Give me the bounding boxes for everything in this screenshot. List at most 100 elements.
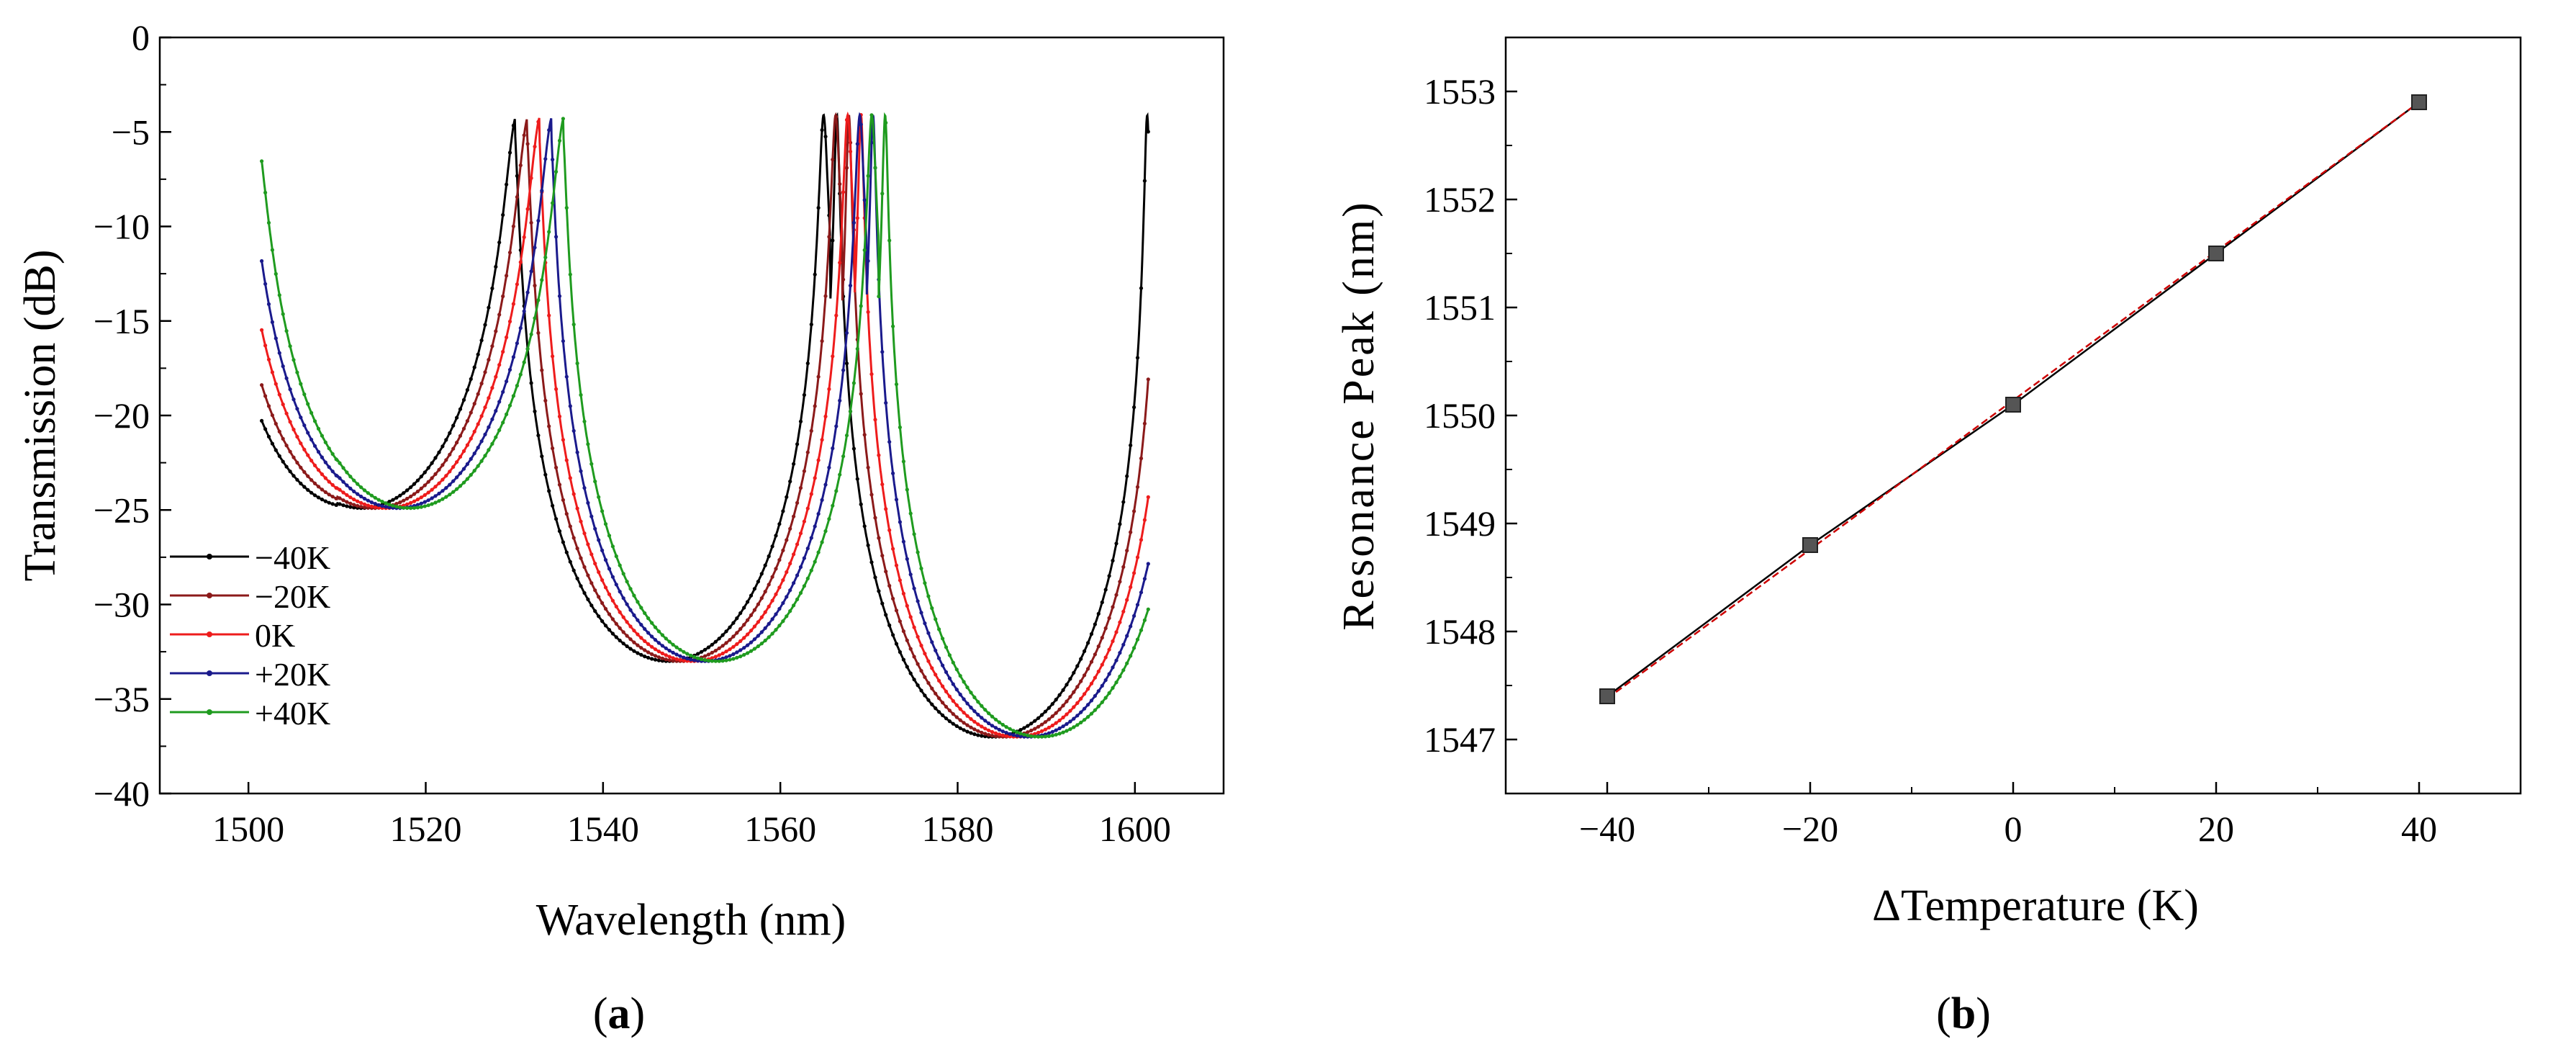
chart-a-data-point bbox=[923, 675, 927, 679]
chart-a-data-point bbox=[696, 656, 700, 660]
chart-a-data-point bbox=[777, 522, 782, 526]
chart-a-data-point bbox=[717, 659, 721, 663]
chart-a-data-point bbox=[554, 465, 559, 470]
chart-a-data-point bbox=[1047, 717, 1051, 721]
chart-a-data-point bbox=[923, 693, 927, 698]
chart-a-data-point bbox=[405, 505, 410, 511]
chart-a-data-point bbox=[898, 619, 902, 624]
chart-a-data-point bbox=[345, 470, 349, 475]
chart-a-data-point bbox=[1111, 685, 1115, 691]
chart-a-data-point bbox=[476, 422, 480, 426]
chart-a-data-point bbox=[1079, 657, 1083, 661]
chart-a-data-point bbox=[568, 559, 572, 564]
chart-a-data-point bbox=[869, 493, 874, 497]
chart-a-data-point bbox=[394, 495, 399, 500]
chart-a-data-point bbox=[1083, 692, 1087, 696]
chart-a-data-point bbox=[877, 295, 881, 299]
chart-a-data-point bbox=[376, 505, 381, 510]
chart-a-data-point bbox=[575, 576, 579, 581]
chart-a-data-point bbox=[394, 504, 399, 509]
chart-a-data-point bbox=[582, 419, 587, 423]
chart-a-data-point bbox=[1039, 713, 1044, 717]
chart-a-data-point bbox=[656, 641, 661, 645]
chart-a-data-point bbox=[1118, 651, 1122, 655]
chart-a-data-point bbox=[1057, 726, 1062, 731]
chart-a-data-point bbox=[805, 361, 810, 366]
chart-a-data-point bbox=[805, 450, 810, 454]
chart-a-data-point bbox=[263, 427, 268, 431]
chart-b-xlabel: ΔTemperature (K) bbox=[1872, 881, 2199, 930]
chart-a-data-point bbox=[706, 652, 711, 657]
chart-b-ytick-label: 1551 bbox=[1424, 287, 1496, 328]
chart-b-xtick-label: −20 bbox=[1782, 809, 1838, 849]
chart-a-data-point bbox=[522, 133, 526, 138]
chart-a-data-point bbox=[1142, 577, 1147, 581]
chart-a-data-point bbox=[469, 410, 473, 415]
chart-a-data-point bbox=[905, 557, 909, 561]
chart-a-data-point bbox=[551, 158, 555, 162]
chart-a-data-point bbox=[625, 634, 629, 638]
chart-a-data-point bbox=[947, 653, 952, 657]
chart-a-data-point bbox=[1103, 678, 1108, 683]
chart-a-data-point bbox=[841, 190, 846, 194]
chart-a-data-point bbox=[529, 220, 533, 225]
chart-a-data-point bbox=[376, 503, 381, 507]
chart-a-data-point bbox=[274, 271, 278, 276]
chart-a-data-point bbox=[554, 517, 559, 521]
chart-a-data-point bbox=[720, 651, 725, 656]
chart-a-data-point bbox=[678, 647, 682, 652]
chart-a-data-point bbox=[352, 478, 356, 482]
chart-a-data-point bbox=[919, 669, 923, 673]
chart-a-data-point bbox=[636, 600, 640, 604]
chart-a-data-point bbox=[1036, 730, 1041, 735]
chart-a-data-point bbox=[728, 657, 732, 662]
chart-a-data-point bbox=[710, 650, 714, 655]
chart-a-data-point bbox=[862, 248, 867, 252]
chart-a-data-point bbox=[1039, 734, 1044, 739]
chart-a-data-point bbox=[724, 649, 728, 654]
chart-a-data-point bbox=[557, 414, 562, 419]
chart-a-data-point bbox=[369, 493, 374, 498]
chart-a-data-point bbox=[972, 727, 977, 732]
chart-a-data-point bbox=[855, 216, 859, 220]
chart-a-data-point bbox=[887, 528, 892, 532]
chart-a-data-point bbox=[501, 390, 505, 394]
chart-a-data-point bbox=[983, 732, 988, 736]
chart-a-data-point bbox=[487, 396, 491, 400]
chart-a-data-point bbox=[926, 680, 931, 685]
chart-a-data-point bbox=[710, 659, 714, 663]
chart-a-data-point bbox=[472, 429, 476, 434]
chart-a-data-point bbox=[571, 492, 576, 496]
chart-a-data-point bbox=[785, 538, 789, 542]
chart-a-data-point bbox=[501, 212, 505, 217]
chart-a-data-point bbox=[444, 486, 448, 490]
chart-a-data-point bbox=[525, 347, 530, 351]
chart-a-data-point bbox=[632, 613, 636, 618]
chart-a-data-point bbox=[341, 498, 345, 503]
chart-a-data-point bbox=[1114, 541, 1118, 546]
chart-a-data-point bbox=[465, 462, 470, 467]
chart-a-data-point bbox=[306, 402, 310, 406]
chart-a-data-point bbox=[643, 648, 647, 652]
chart-a-data-point bbox=[472, 402, 476, 406]
chart-a-data-point bbox=[674, 657, 679, 661]
chart-a-data-point bbox=[270, 370, 274, 374]
chart-a-data-point bbox=[834, 313, 839, 318]
chart-a-data-point bbox=[614, 554, 618, 559]
chart-a-data-point bbox=[419, 501, 423, 505]
chart-a-data-point bbox=[884, 120, 888, 125]
chart-a-data-point bbox=[557, 482, 562, 487]
chart-b-ytick-label: 1552 bbox=[1424, 179, 1496, 220]
chart-a-data-point bbox=[323, 460, 327, 464]
chart-a-data-point bbox=[795, 597, 800, 602]
chart-a-data-point bbox=[664, 653, 668, 657]
chart-a-data-point bbox=[547, 128, 551, 132]
chart-a-data-point bbox=[749, 640, 754, 644]
chart-a-ytick-label: −20 bbox=[94, 395, 150, 436]
chart-a-data-point bbox=[827, 387, 831, 392]
chart-a-data-point bbox=[667, 658, 672, 662]
chart-a-data-point bbox=[969, 716, 973, 721]
chart-a-data-point bbox=[636, 643, 640, 647]
chart-a-data-point bbox=[1083, 673, 1087, 678]
chart-a-data-point bbox=[1135, 637, 1140, 642]
